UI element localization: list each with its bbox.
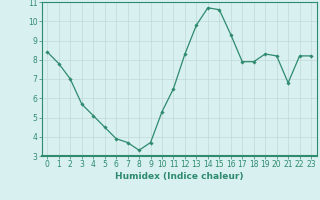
X-axis label: Humidex (Indice chaleur): Humidex (Indice chaleur) [115,172,244,181]
